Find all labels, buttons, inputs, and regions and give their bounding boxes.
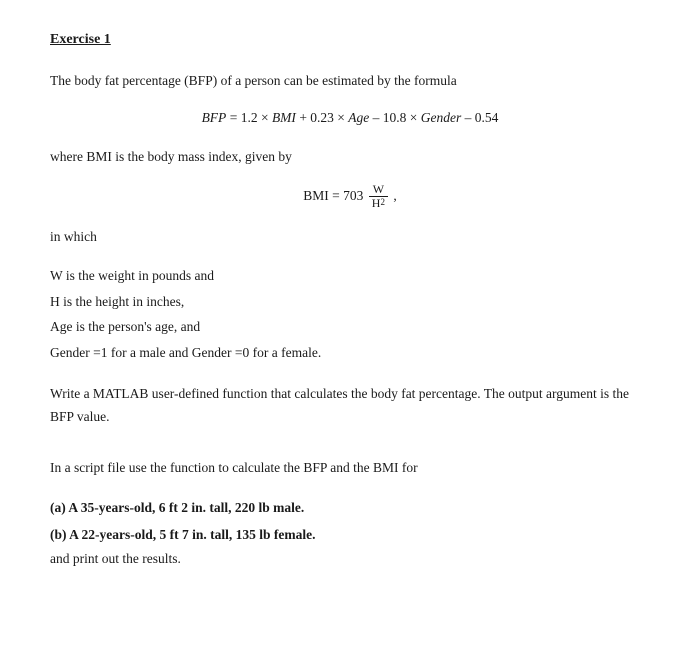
bfp-c1: 1.2 × [241, 110, 272, 125]
bmi-lhs: BMI = 703 [303, 187, 363, 202]
case-b: (b) A 22-years-old, 5 ft 7 in. tall, 135… [50, 521, 650, 548]
bmi-formula: BMI = 703 W H2 , [50, 183, 650, 210]
outro-text: and print out the results. [50, 548, 650, 571]
case-a-text: (a) A 35-years-old, 6 ft 2 in. tall, 220… [50, 500, 304, 515]
def-age: Age is the person's age, and [50, 314, 650, 340]
exercise-title: Exercise 1 [50, 28, 650, 52]
bfp-formula: BFP = 1.2 × BMI + 0.23 × Age – 10.8 × Ge… [50, 107, 650, 130]
definitions-list: W is the weight in pounds and H is the h… [50, 263, 650, 366]
bmi-den-exp: 2 [380, 197, 385, 207]
task-2: In a script file use the function to cal… [50, 457, 650, 480]
gap [50, 443, 650, 457]
bfp-lhs: BFP [202, 110, 227, 125]
bmi-numerator: W [369, 183, 388, 197]
in-which-text: in which [50, 226, 650, 249]
document-page: Exercise 1 The body fat percentage (BFP)… [0, 0, 700, 653]
def-w: W is the weight in pounds and [50, 263, 650, 289]
def-h: H is the height in inches, [50, 289, 650, 315]
bmi-tail: , [390, 187, 397, 202]
bfp-age: Age [348, 110, 369, 125]
bfp-bmi: BMI [272, 110, 296, 125]
where-text: where BMI is the body mass index, given … [50, 146, 650, 169]
bfp-plus1: + 0.23 × [296, 110, 348, 125]
bfp-tail: – 0.54 [461, 110, 498, 125]
bfp-gender: Gender [421, 110, 462, 125]
intro-text: The body fat percentage (BFP) of a perso… [50, 70, 650, 93]
bfp-minus1: – 10.8 × [369, 110, 421, 125]
def-gender: Gender =1 for a male and Gender =0 for a… [50, 340, 650, 366]
task-1: Write a MATLAB user-defined function tha… [50, 383, 650, 429]
bmi-fraction: W H2 [369, 183, 388, 210]
case-a: (a) A 35-years-old, 6 ft 2 in. tall, 220… [50, 494, 650, 521]
bfp-eq: = [226, 110, 240, 125]
case-b-text: (b) A 22-years-old, 5 ft 7 in. tall, 135… [50, 527, 315, 542]
bmi-denominator: H2 [369, 197, 388, 210]
